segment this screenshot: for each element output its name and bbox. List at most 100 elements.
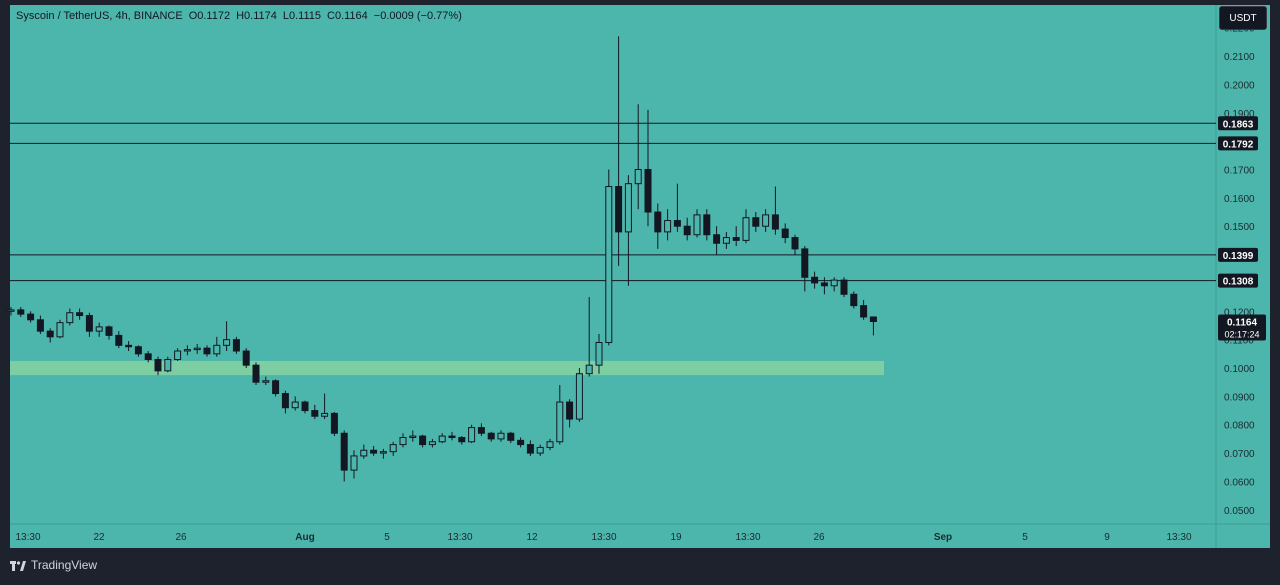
- candle-body: [252, 364, 260, 383]
- x-tick-label: 13:30: [447, 532, 472, 543]
- candle-body: [272, 380, 280, 395]
- level-label-bg: [1218, 273, 1258, 288]
- candle-body: [301, 401, 309, 412]
- candle-body: [409, 435, 417, 439]
- y-tick-label: 0.0800: [1224, 421, 1255, 432]
- x-tick-label: 19: [670, 532, 682, 543]
- candle-body: [654, 211, 662, 233]
- y-tick-label: 0.1000: [1224, 364, 1255, 375]
- candle-body: [585, 364, 593, 375]
- plot-area: [10, 5, 1270, 548]
- candle-body: [830, 279, 838, 287]
- candle-body: [95, 326, 103, 332]
- candle-body: [693, 214, 701, 236]
- legend-row: Syscoin / TetherUS, 4h, BINANCE O0.1172 …: [16, 10, 462, 22]
- candle-body: [399, 437, 407, 446]
- level-label: 0.1399: [1223, 251, 1254, 262]
- candle-body: [350, 455, 358, 471]
- tradingview-brand[interactable]: TradingView: [10, 557, 97, 573]
- candle-body: [291, 401, 299, 409]
- x-tick-label: 5: [1022, 532, 1028, 543]
- candle-body: [115, 334, 123, 346]
- x-tick-label: 13:30: [15, 532, 40, 543]
- y-tick-label: 0.1700: [1224, 165, 1255, 176]
- candle-body: [556, 401, 564, 443]
- countdown-label: 02:17:24: [1224, 330, 1259, 340]
- legend-low: L0.1115: [282, 10, 322, 22]
- candle-body: [869, 316, 877, 323]
- candle-body: [105, 326, 113, 336]
- y-tick-label: 0.0500: [1224, 506, 1255, 517]
- y-tick-label: 0.2100: [1224, 52, 1255, 63]
- candle-body: [7, 309, 15, 312]
- candle-body: [683, 225, 691, 236]
- y-tick-label: 0.1600: [1224, 194, 1255, 205]
- candle-body: [605, 186, 613, 343]
- y-tick-label: 0.1100: [1224, 336, 1254, 347]
- candle-body: [634, 168, 642, 185]
- currency-button[interactable]: USDT: [1219, 6, 1267, 30]
- candle-body: [76, 312, 84, 317]
- candle-body: [801, 248, 809, 278]
- legend-open: O0.1172: [188, 10, 231, 22]
- candle-body: [850, 293, 858, 307]
- last-price-label-bg: [1218, 314, 1266, 341]
- candle-body: [134, 346, 142, 355]
- y-tick-label: 0.1500: [1224, 222, 1255, 233]
- x-tick-label: Aug: [295, 532, 314, 543]
- legend-symbol: Syscoin / TetherUS, 4h, BINANCE: [16, 10, 183, 22]
- candle-body: [193, 347, 201, 351]
- level-label: 0.1792: [1223, 139, 1254, 150]
- candle-body: [458, 437, 466, 443]
- candle-body: [27, 313, 35, 321]
- candle-body: [36, 319, 44, 332]
- candle-body: [66, 312, 74, 324]
- legend-close: C0.1164: [327, 10, 368, 22]
- candle-body: [379, 451, 387, 454]
- candle-body: [360, 449, 368, 457]
- tradingview-logo-icon: [10, 560, 26, 571]
- candle-body: [438, 435, 446, 443]
- support-zone: [10, 360, 884, 376]
- y-tick-label: 0.0900: [1224, 392, 1255, 403]
- candle-body: [595, 341, 603, 366]
- candle-body: [311, 410, 319, 417]
- candle-body: [213, 344, 221, 355]
- level-label-bg: [1218, 116, 1258, 131]
- x-tick-label: 13:30: [735, 532, 760, 543]
- candle-body: [615, 186, 623, 233]
- candle-body: [262, 380, 270, 383]
- candle-body: [762, 214, 770, 227]
- candle-body: [56, 322, 64, 338]
- candle-body: [389, 444, 397, 453]
- candle-body: [321, 412, 329, 417]
- x-tick-label: 12: [526, 532, 538, 543]
- level-label-bg: [1218, 247, 1258, 262]
- candle-body: [703, 214, 711, 236]
- candle-body: [673, 220, 681, 227]
- legend-change: −0.0009 (−0.77%): [373, 10, 462, 22]
- candle-body: [46, 330, 54, 338]
- x-tick-label: 13:30: [591, 532, 616, 543]
- candle-body: [536, 446, 544, 454]
- brand-label: TradingView: [31, 558, 98, 572]
- candle-body: [644, 168, 652, 213]
- candle-body: [281, 393, 289, 409]
- candle-body: [820, 282, 828, 287]
- candle-body: [497, 432, 505, 440]
- candle-body: [223, 339, 231, 346]
- candle-body: [566, 401, 574, 420]
- candle-body: [860, 305, 868, 318]
- candle-body: [546, 441, 554, 448]
- x-tick-label: 9: [1104, 532, 1110, 543]
- candle-body: [419, 435, 427, 446]
- candle-body: [526, 444, 534, 454]
- candle-body: [732, 237, 740, 241]
- candle-body: [144, 353, 152, 361]
- candle-body: [17, 309, 25, 315]
- candle-body: [722, 237, 730, 244]
- candle-body: [174, 350, 182, 361]
- candle-body: [164, 359, 172, 372]
